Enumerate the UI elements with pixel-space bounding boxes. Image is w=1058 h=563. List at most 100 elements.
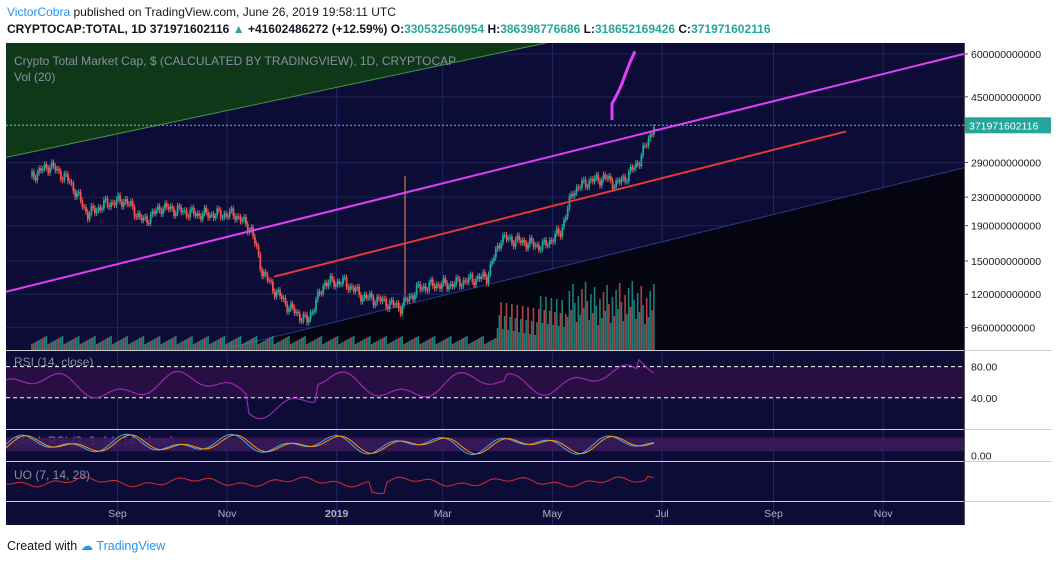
volume-bar xyxy=(369,336,371,350)
volume-bar xyxy=(331,339,333,350)
candle-body xyxy=(394,305,397,307)
volume-bar xyxy=(358,342,360,350)
volume-bar xyxy=(534,335,537,350)
volume-bar xyxy=(563,327,565,350)
candle-body xyxy=(494,249,497,258)
stoch-d-line xyxy=(5,434,655,455)
candle-body xyxy=(31,171,33,176)
volume-bar xyxy=(121,339,123,350)
volume-bar xyxy=(151,340,154,350)
candle-body xyxy=(113,203,116,206)
volume-bar xyxy=(356,343,359,350)
candle-body xyxy=(261,269,264,277)
candle-body xyxy=(169,206,172,210)
volume-bar xyxy=(521,306,524,350)
volume-bar xyxy=(165,341,168,350)
candle-body xyxy=(561,226,564,237)
candle-body xyxy=(525,243,528,249)
candle-body xyxy=(345,277,348,287)
candle-body xyxy=(295,312,298,314)
volume-bar xyxy=(115,342,118,350)
candle-body xyxy=(149,214,152,224)
price-axis-label: 96000000000 xyxy=(971,323,1035,335)
volume-bar xyxy=(615,290,617,350)
candle-body xyxy=(288,309,290,312)
candle-body xyxy=(408,296,411,302)
price-tag: 371971602116 xyxy=(969,120,1038,132)
candle-body xyxy=(212,213,215,218)
volume-bar xyxy=(216,340,218,350)
volume-bar xyxy=(514,318,517,350)
chart-area[interactable]: 371971602116 600000000000 450000000000 2900… xyxy=(5,42,1052,525)
candle-body xyxy=(437,284,440,286)
candle-body xyxy=(602,174,605,180)
volume-bar xyxy=(180,342,182,350)
candle-body xyxy=(579,187,582,189)
volume-bar xyxy=(329,340,332,350)
volume-bar xyxy=(405,343,407,350)
candle-body xyxy=(254,236,256,244)
volume-bar xyxy=(295,341,297,350)
candle-body xyxy=(146,216,148,224)
volume-bar xyxy=(246,341,249,350)
chart-svg[interactable]: 371971602116 600000000000 450000000000 2900… xyxy=(5,42,1052,525)
volume-bar xyxy=(455,342,457,350)
candle-body xyxy=(586,186,589,188)
volume-bar xyxy=(88,339,91,350)
volume-bar xyxy=(370,344,373,350)
volume-bar xyxy=(392,341,395,350)
tradingview-brand-link[interactable]: TradingView xyxy=(96,539,166,553)
volume-bar xyxy=(289,344,292,350)
volume-bar xyxy=(171,338,173,350)
candle-body xyxy=(45,164,48,168)
volume-bar xyxy=(126,336,129,350)
volume-bar xyxy=(620,302,623,350)
volume-bar xyxy=(257,344,260,350)
candle-body xyxy=(538,244,540,251)
volume-bar xyxy=(194,343,197,350)
publish-line: VictorCobra published on TradingView.com… xyxy=(7,5,396,19)
candle-body xyxy=(201,213,204,220)
volume-bar xyxy=(478,338,481,350)
close-label: C: xyxy=(678,22,692,36)
candle-body xyxy=(97,207,100,211)
candle-body xyxy=(34,177,37,181)
candle-body xyxy=(448,286,450,290)
candle-body xyxy=(36,172,39,181)
candle-body xyxy=(478,276,481,279)
candle-body xyxy=(415,284,418,295)
volume-bar xyxy=(277,342,280,350)
volume-bar xyxy=(602,292,605,350)
candle-body xyxy=(221,217,224,219)
candle-body xyxy=(259,254,262,270)
candle-body xyxy=(311,312,314,314)
volume-bar xyxy=(228,342,231,350)
symbol-name: CRYPTOCAP:TOTAL, 1D xyxy=(7,22,147,36)
volume-bar xyxy=(227,343,229,350)
volume-bar xyxy=(144,344,146,350)
volume-bar xyxy=(539,296,542,350)
candle-body xyxy=(575,187,578,193)
candle-body xyxy=(324,282,326,287)
volume-bar xyxy=(343,341,346,350)
volume-bar xyxy=(333,338,335,350)
candle-body xyxy=(291,303,294,308)
volume-bar xyxy=(160,344,163,350)
candle-body xyxy=(381,298,384,302)
volume-bar xyxy=(40,339,42,350)
candle-body xyxy=(392,300,395,306)
volume-bar xyxy=(475,340,477,350)
candle-body xyxy=(457,277,459,279)
candle-body xyxy=(210,213,213,216)
uo-pane-bg xyxy=(6,462,964,501)
volume-bar xyxy=(142,336,145,350)
volume-bar xyxy=(379,339,382,350)
volume-bar xyxy=(203,338,206,350)
volume-bar xyxy=(273,344,276,350)
candle-body xyxy=(327,282,330,287)
volume-bar xyxy=(176,344,179,350)
candle-body xyxy=(124,199,127,202)
candle-body xyxy=(500,242,503,249)
candle-body xyxy=(88,213,91,220)
author-link[interactable]: VictorCobra xyxy=(7,5,71,19)
